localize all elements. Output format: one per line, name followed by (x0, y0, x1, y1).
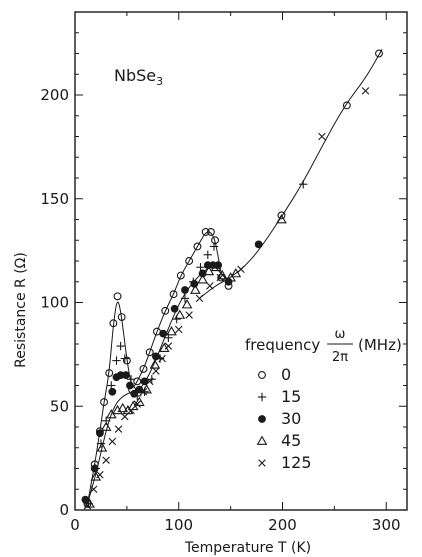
plot-border (75, 12, 407, 510)
legend-label-45: 45 (281, 431, 301, 450)
point-series-0-shape (114, 293, 121, 300)
fit-curve-3 (200, 49, 383, 298)
point-series-0-shape (376, 50, 383, 57)
legend-marker-15 (258, 393, 266, 401)
point-series-125 (103, 457, 110, 464)
point-series-30 (91, 465, 98, 472)
point-series-30 (109, 388, 116, 395)
point-series-30-shape (127, 382, 134, 389)
point-series-15 (204, 251, 212, 259)
legend-label-30: 30 (281, 409, 301, 428)
point-series-0 (114, 293, 121, 300)
point-series-125 (319, 133, 326, 140)
point-series-30 (182, 287, 189, 294)
x-tick-label: 100 (164, 516, 193, 534)
point-series-0 (376, 50, 383, 57)
point-series-125 (362, 87, 369, 94)
legend-label-0: 0 (281, 365, 291, 384)
x-tick-label: 0 (70, 516, 80, 534)
legend-fraction-denominator: 2π (332, 350, 348, 365)
legend-marker-30-shape (259, 416, 266, 423)
y-tick-label: 200 (40, 86, 69, 104)
x-tick-label: 200 (268, 516, 297, 534)
point-series-30-shape (182, 287, 189, 294)
point-series-125 (115, 426, 122, 433)
point-series-30 (171, 305, 178, 312)
y-axis-title: Resistance R (Ω) (13, 252, 29, 368)
point-series-30 (191, 280, 198, 287)
plot-frame (75, 12, 407, 510)
legend-marker-45 (258, 437, 267, 445)
point-series-15 (112, 356, 120, 364)
legend-marker-0-shape (259, 372, 266, 379)
point-series-125 (153, 368, 160, 375)
legend-marker-45-shape (258, 437, 267, 445)
point-series-125 (109, 438, 116, 445)
legend-title-unit: (MHz) (358, 336, 402, 354)
point-series-45-shape (183, 300, 192, 308)
point-series-30 (153, 353, 160, 360)
x-tick-label: 300 (372, 516, 401, 534)
point-series-125 (196, 295, 203, 302)
point-series-125 (128, 407, 135, 414)
point-series-30-shape (91, 465, 98, 472)
point-series-30-shape (255, 241, 262, 248)
chart-title-base: NbSe (114, 66, 156, 85)
legend-item-45: 45 (258, 431, 302, 450)
legend-item-125: 125 (259, 453, 312, 472)
point-series-15 (116, 342, 124, 350)
point-series-125 (186, 312, 193, 319)
legend-marker-0 (259, 372, 266, 379)
point-series-30 (127, 382, 134, 389)
point-series-30-shape (109, 388, 116, 395)
legend-item-15: 15 (258, 387, 302, 406)
x-axis-title: Temperature T (K) (184, 540, 311, 556)
legend-items: 0 15 30 45 125 (258, 365, 312, 472)
point-series-30-shape (171, 305, 178, 312)
y-tick-label: 100 (40, 294, 69, 312)
series-125 (84, 87, 369, 509)
y-tick-label: 50 (50, 397, 69, 415)
point-series-30-shape (191, 280, 198, 287)
y-tick-label: 0 (59, 501, 69, 519)
point-series-30-shape (153, 353, 160, 360)
point-series-30 (255, 241, 262, 248)
y-tick-label: 150 (40, 190, 69, 208)
legend-title-prefix: frequency (245, 336, 320, 354)
point-series-30 (160, 330, 167, 337)
legend-label-15: 15 (281, 387, 301, 406)
legend-item-30: 30 (259, 409, 302, 428)
legend-item-0: 0 (259, 365, 292, 384)
point-series-125 (238, 266, 245, 273)
chart-title: NbSe3 (114, 66, 163, 88)
chart-title-subscript: 3 (156, 75, 163, 88)
point-series-30-shape (160, 330, 167, 337)
point-series-125 (175, 326, 182, 333)
legend: frequency ω 2π (MHz) 0 15 30 45 125 (245, 327, 402, 472)
legend-marker-30 (259, 416, 266, 423)
point-series-125 (207, 283, 214, 290)
axis-ticks (75, 12, 407, 510)
point-series-45 (183, 300, 192, 308)
point-series-30-shape (122, 372, 129, 379)
legend-label-125: 125 (281, 453, 312, 472)
legend-marker-125 (259, 460, 266, 467)
point-series-125 (121, 413, 128, 420)
legend-fraction-numerator: ω (335, 327, 346, 342)
point-series-30 (122, 372, 129, 379)
